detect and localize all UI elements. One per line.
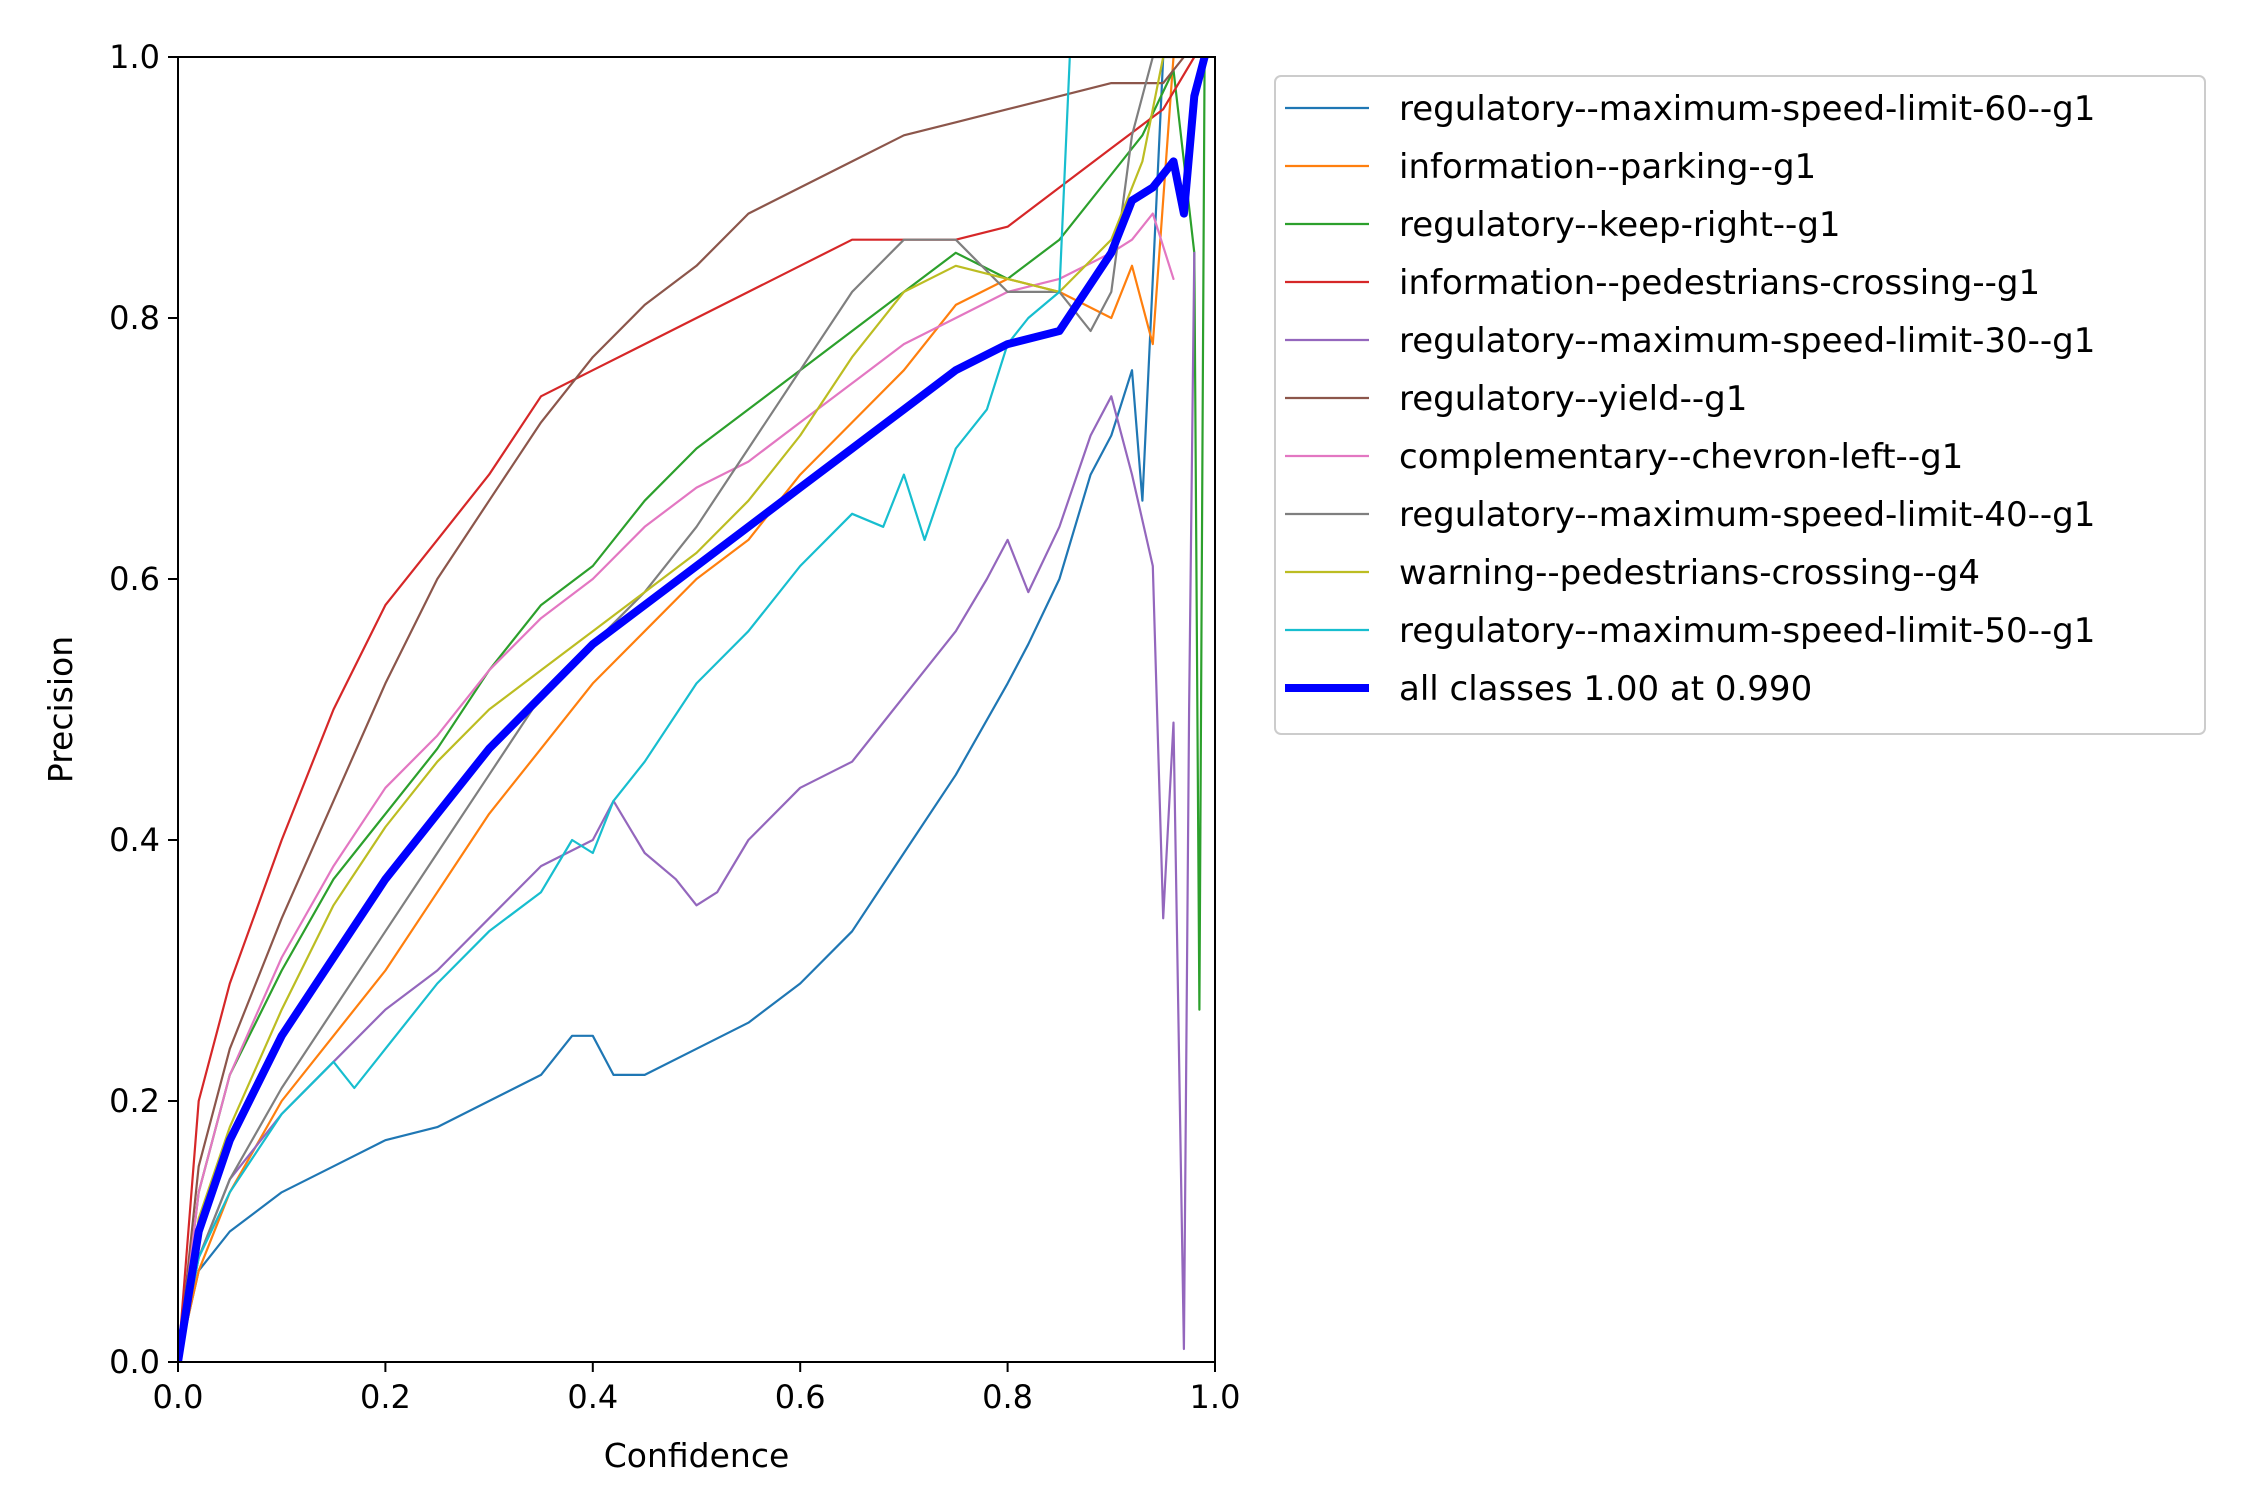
legend-label-8: warning--pedestrians-crossing--g4	[1399, 553, 1980, 593]
x-tick-label: 1.0	[1190, 1378, 1241, 1416]
series-line-9	[178, 57, 1071, 1362]
series-line-6	[178, 212, 1175, 1362]
legend-label-1: information--parking--g1	[1399, 147, 1816, 187]
legend: regulatory--maximum-speed-limit-60--g1 in…	[1274, 75, 2206, 735]
x-tick-label: 0.0	[153, 1378, 204, 1416]
ticks-layer: 0.0 0.2 0.4 0.6 0.8 1.0 0.0 0.2 0.4 0.6 0.8 1.0	[109, 38, 1240, 1416]
series-line-7	[178, 57, 1175, 1362]
x-tick-label: 0.8	[982, 1378, 1033, 1416]
series-line-0	[178, 57, 1165, 1362]
legend-items: regulatory--maximum-speed-limit-60--g1 in…	[1285, 89, 2095, 709]
y-tick-label: 1.0	[109, 38, 160, 76]
y-tick-label: 0.2	[109, 1082, 160, 1120]
y-tick-label: 0.6	[109, 560, 160, 598]
legend-label-10: all classes 1.00 at 0.990	[1399, 669, 1812, 709]
legend-label-4: regulatory--maximum-speed-limit-30--g1	[1399, 321, 2095, 361]
series-line-5	[178, 57, 1186, 1362]
plot-frame	[177, 56, 1216, 1363]
x-tick-label: 0.2	[360, 1378, 411, 1416]
series-line-2	[178, 57, 1206, 1362]
legend-label-0: regulatory--maximum-speed-limit-60--g1	[1399, 89, 2095, 129]
y-tick-label: 0.8	[109, 299, 160, 337]
y-tick-label: 0.4	[109, 821, 160, 859]
legend-label-3: information--pedestrians-crossing--g1	[1399, 263, 2040, 303]
series-line-1	[178, 57, 1186, 1362]
x-tick-label: 0.4	[567, 1378, 618, 1416]
series-layer	[178, 57, 1209, 1362]
series-line-10	[178, 57, 1209, 1362]
y-axis-label: Precision	[41, 636, 80, 783]
series-line-3	[178, 57, 1196, 1362]
x-tick-label: 0.6	[775, 1378, 826, 1416]
legend-box	[1274, 75, 2206, 735]
series-line-4	[178, 251, 1196, 1362]
legend-label-2: regulatory--keep-right--g1	[1399, 205, 1841, 245]
x-axis-label: Confidence	[604, 1436, 790, 1475]
legend-label-6: complementary--chevron-left--g1	[1399, 437, 1963, 477]
series-line-8	[178, 57, 1165, 1362]
legend-label-9: regulatory--maximum-speed-limit-50--g1	[1399, 611, 2095, 651]
y-tick-label: 0.0	[109, 1343, 160, 1381]
legend-label-5: regulatory--yield--g1	[1399, 379, 1747, 419]
legend-label-7: regulatory--maximum-speed-limit-40--g1	[1399, 495, 2095, 535]
